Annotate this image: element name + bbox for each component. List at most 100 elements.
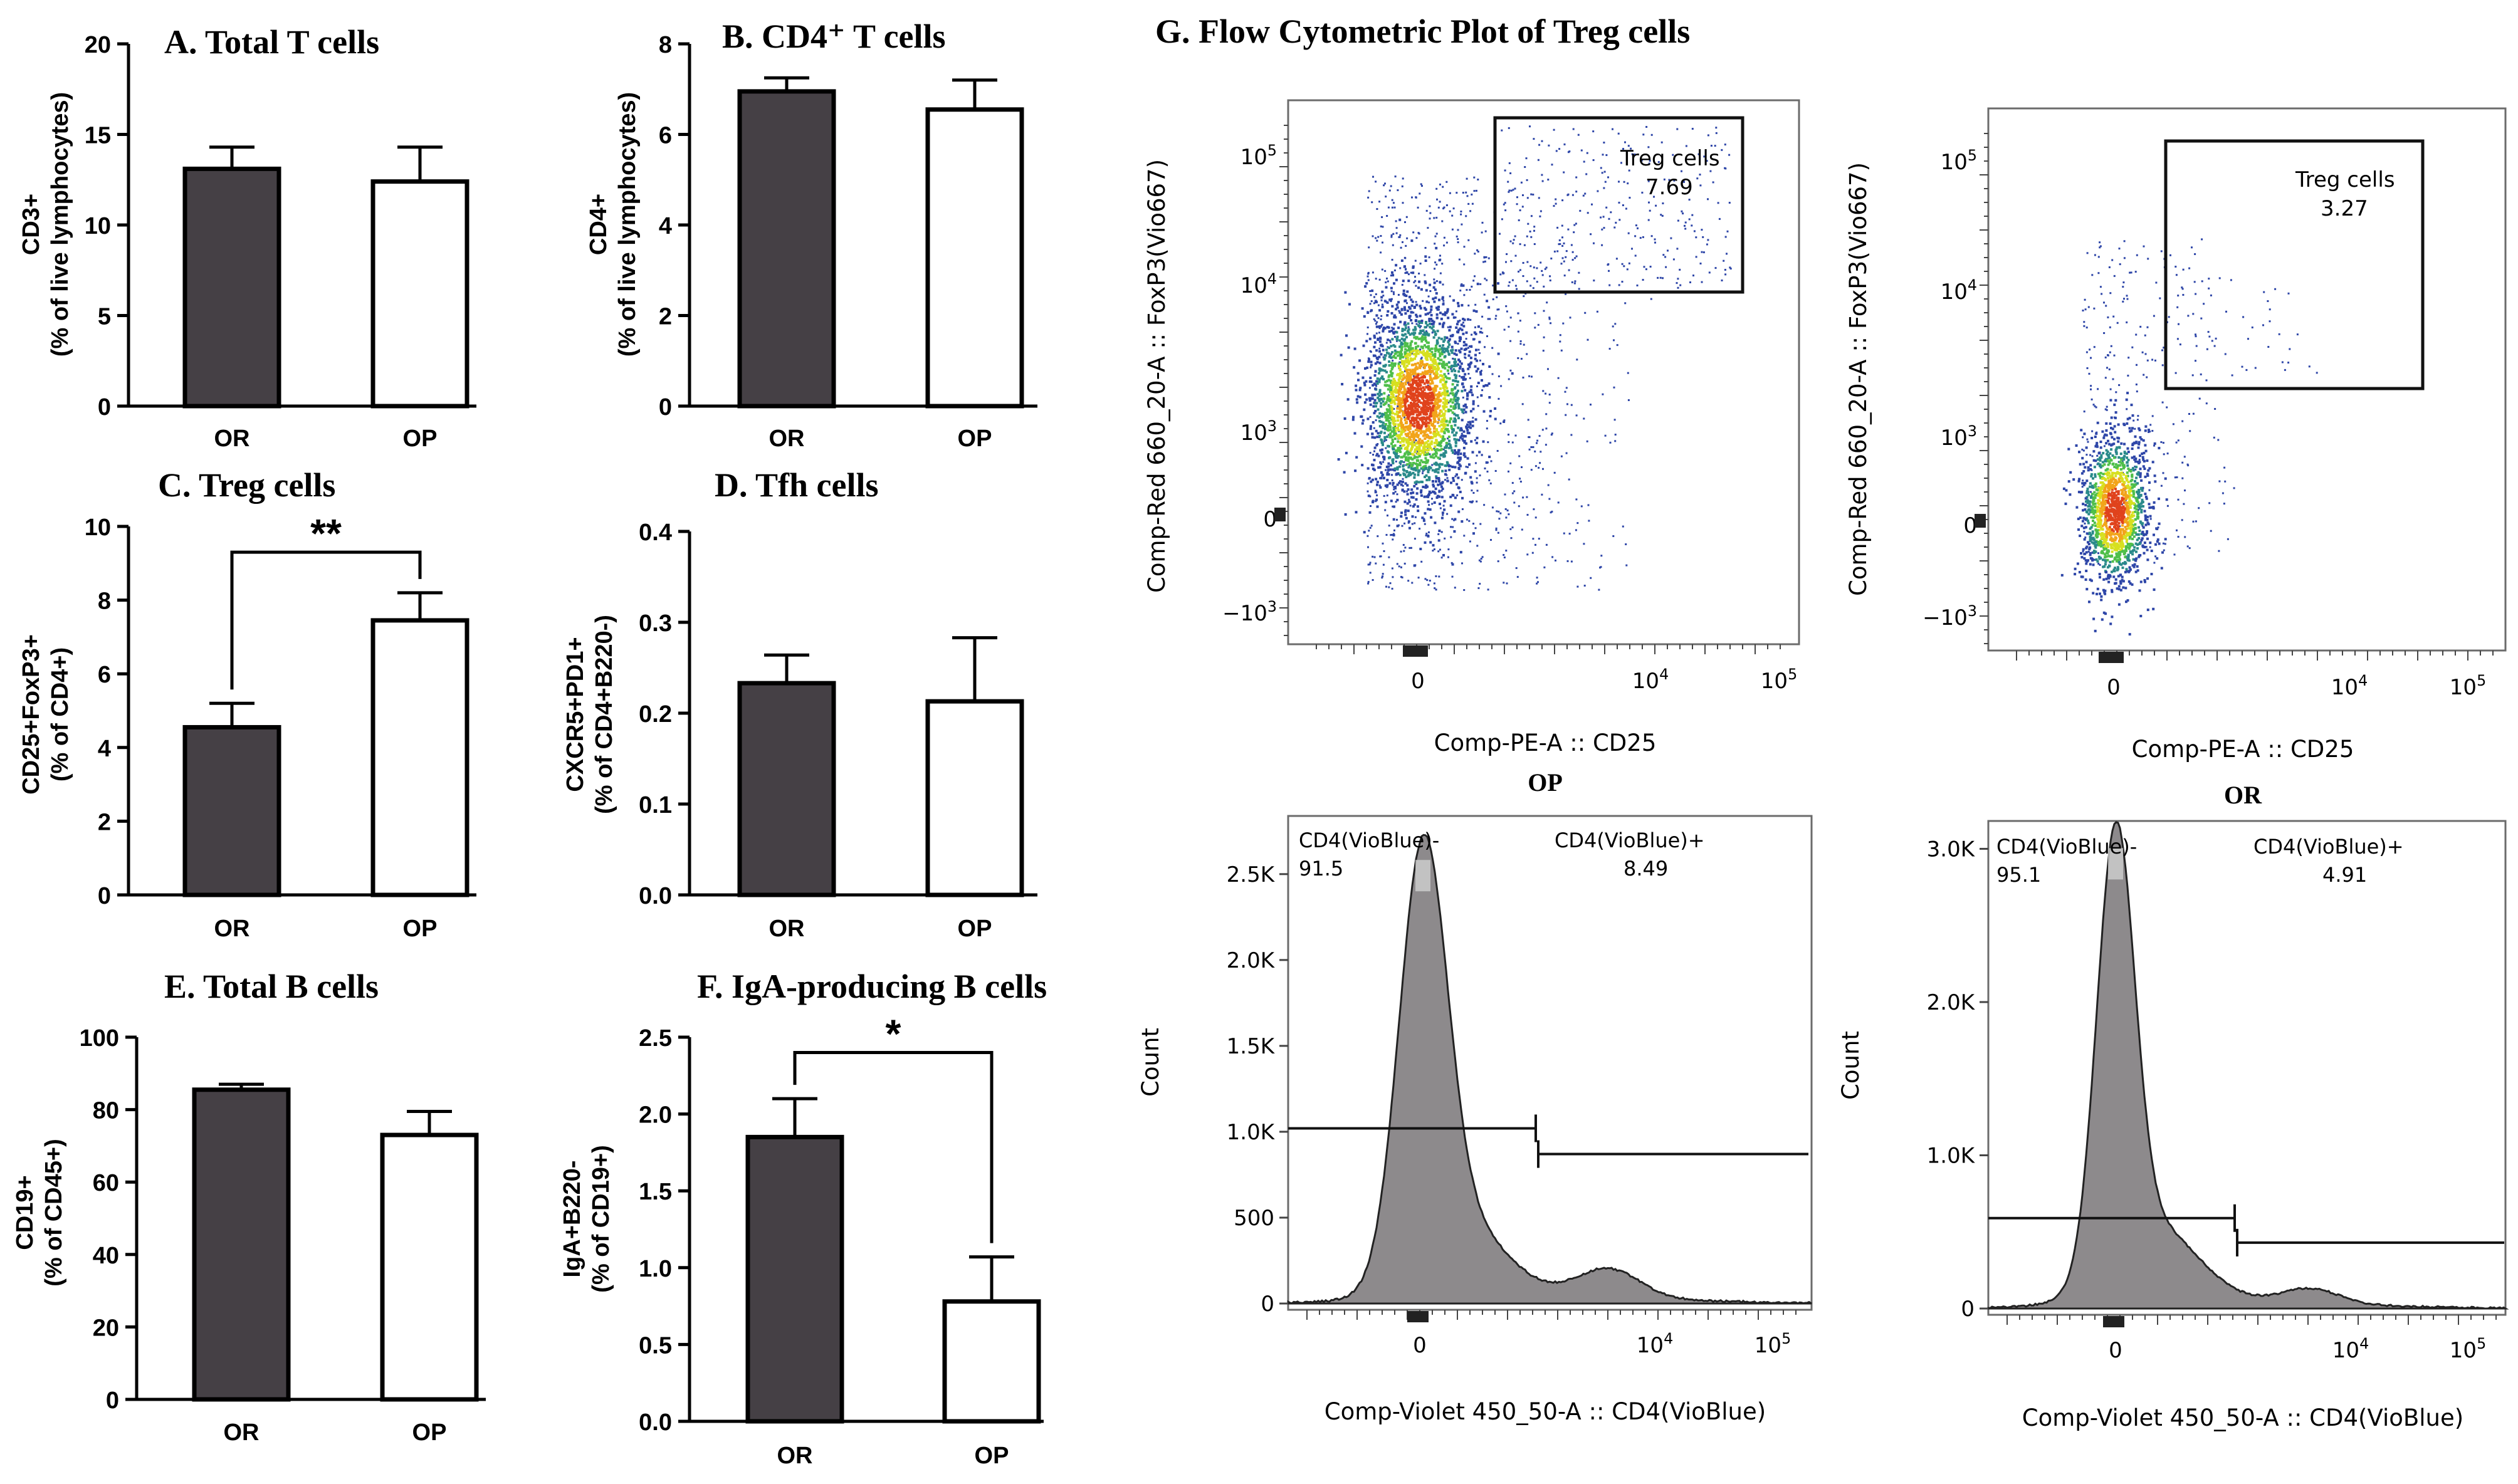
- panel-a-total-t-cells: A. Total T cells CD3+ (% of live lymphoc…: [18, 23, 476, 452]
- event-dot: [1488, 365, 1491, 368]
- event-dot: [1451, 388, 1454, 391]
- event-dot: [1413, 417, 1416, 421]
- event-dot: [1449, 409, 1452, 412]
- event-dot: [1368, 563, 1371, 566]
- event-dot: [2097, 272, 2100, 274]
- event-dot: [2176, 338, 2179, 340]
- event-dot: [1383, 384, 1387, 387]
- event-dot: [1450, 345, 1454, 348]
- event-dot: [1464, 403, 1467, 406]
- event-dot: [1415, 446, 1419, 449]
- event-dot: [1395, 220, 1397, 222]
- event-dot: [1409, 402, 1412, 405]
- event-dot: [1418, 280, 1421, 283]
- event-dot: [1451, 313, 1454, 316]
- event-dot: [1438, 348, 1441, 351]
- event-dot: [1441, 383, 1444, 386]
- event-dot: [1422, 472, 1424, 474]
- event-dot: [1420, 494, 1423, 497]
- event-dot: [2223, 503, 2225, 505]
- event-dot: [1403, 389, 1407, 392]
- event-dot: [1427, 426, 1430, 429]
- event-dot: [1445, 377, 1449, 380]
- event-dot: [1353, 366, 1356, 369]
- event-dot: [2135, 333, 2138, 336]
- event-dot: [1457, 305, 1460, 308]
- event-dot: [1373, 446, 1377, 449]
- event-dot: [2090, 398, 2093, 400]
- event-dot: [2278, 333, 2280, 335]
- event-dot: [1390, 392, 1393, 395]
- event-dot: [1429, 436, 1432, 439]
- event-dot: [1435, 398, 1439, 401]
- event-dot: [1501, 129, 1503, 132]
- event-dot: [1443, 499, 1446, 503]
- event-dot: [1580, 149, 1583, 152]
- event-dot: [1471, 451, 1474, 454]
- event-dot: [1432, 325, 1435, 328]
- event-dot: [1392, 538, 1394, 541]
- event-dot: [1429, 405, 1432, 409]
- event-dot: [1454, 444, 1457, 447]
- event-dot: [1538, 435, 1541, 437]
- event-dot: [1427, 345, 1430, 348]
- event-dot: [1503, 582, 1505, 584]
- event-dot: [1446, 308, 1449, 311]
- event-dot: [1394, 387, 1397, 390]
- event-dot: [1537, 323, 1540, 326]
- event-dot: [2087, 306, 2090, 308]
- event-dot: [1721, 149, 1723, 151]
- event-dot: [1372, 501, 1374, 504]
- event-dot: [1427, 436, 1430, 439]
- event-dot: [2186, 463, 2189, 466]
- event-dot: [1424, 512, 1427, 515]
- event-dot: [1391, 435, 1394, 438]
- event-dot: [1509, 369, 1512, 372]
- event-dot: [2223, 466, 2226, 469]
- event-dot: [1382, 421, 1385, 424]
- event-dot: [1371, 463, 1373, 466]
- event-dot: [1433, 582, 1435, 585]
- event-dot: [2154, 359, 2156, 362]
- event-dot: [1613, 419, 1616, 421]
- event-dot: [1408, 315, 1411, 318]
- event-dot: [1392, 576, 1394, 578]
- event-dot: [1482, 261, 1485, 263]
- event-dot: [1459, 360, 1461, 363]
- event-dot: [1443, 397, 1446, 400]
- event-dot: [1420, 358, 1422, 360]
- event-dot: [1462, 344, 1465, 347]
- event-dot: [1452, 477, 1455, 479]
- event-dot: [1462, 385, 1465, 389]
- event-dot: [1472, 400, 1475, 403]
- event-dot: [1375, 293, 1377, 295]
- event-dot: [1476, 545, 1479, 547]
- event-dot: [1600, 555, 1603, 557]
- event-dot: [1412, 375, 1415, 377]
- event-dot: [2078, 571, 2081, 573]
- event-dot: [1385, 286, 1388, 289]
- event-dot: [1454, 395, 1457, 398]
- event-dot: [2274, 288, 2277, 290]
- event-dot: [1382, 226, 1384, 228]
- event-dot: [1435, 292, 1438, 295]
- event-dot: [2124, 526, 2127, 528]
- event-dot: [1376, 494, 1378, 496]
- event-dot: [1723, 259, 1725, 262]
- event-dot: [1394, 454, 1397, 457]
- event-dot: [1433, 434, 1436, 436]
- event-dot: [1400, 343, 1403, 346]
- event-dot: [1404, 432, 1407, 436]
- event-dot: [1492, 298, 1494, 301]
- event-dot: [1555, 559, 1556, 562]
- event-dot: [1392, 422, 1395, 425]
- event-dot: [1392, 505, 1394, 508]
- event-dot: [1459, 337, 1462, 340]
- event-dot: [1376, 361, 1379, 363]
- event-dot: [1385, 370, 1388, 374]
- event-dot: [2195, 333, 2196, 336]
- event-dot: [1344, 291, 1347, 294]
- dot-plot-op-group: OP: [1528, 768, 1563, 797]
- event-dot: [1356, 395, 1360, 398]
- event-dot: [1404, 510, 1407, 513]
